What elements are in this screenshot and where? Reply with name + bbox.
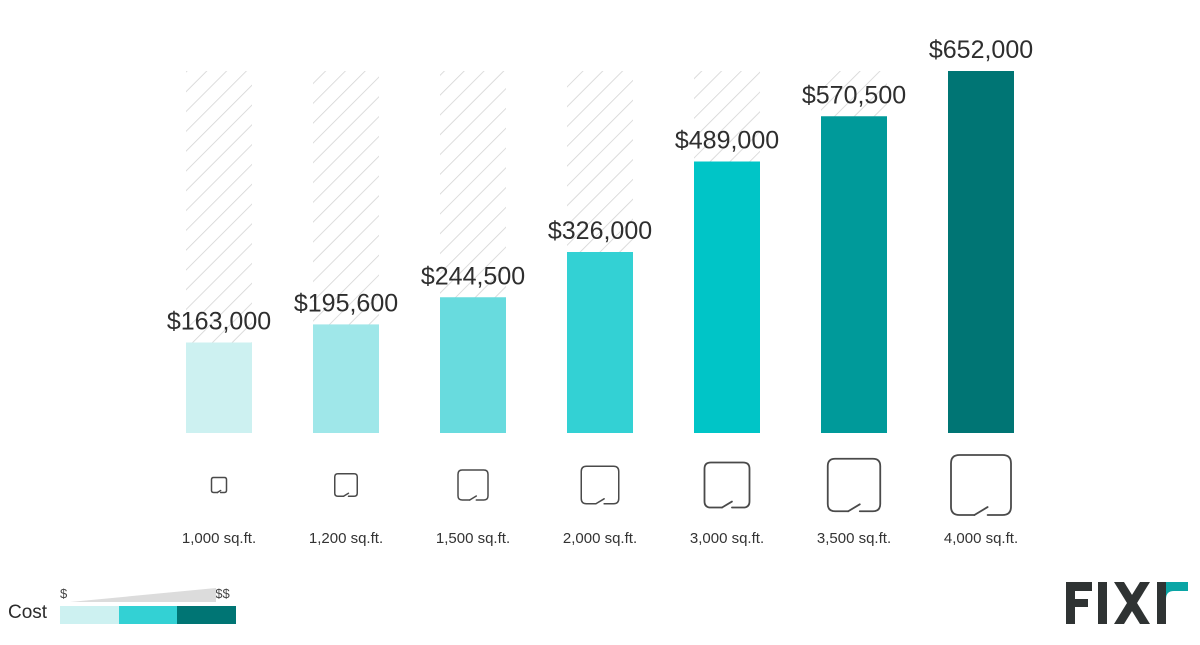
legend-swatch-mid xyxy=(118,606,178,624)
floor-plan-icon xyxy=(334,473,358,497)
bar xyxy=(313,324,379,433)
bar-value-label: $570,500 xyxy=(802,81,906,109)
legend-title: Cost xyxy=(8,602,48,623)
bar-value-label: $244,500 xyxy=(421,262,525,290)
bar-value-label: $163,000 xyxy=(167,308,271,336)
floor-plan-icon xyxy=(210,476,228,494)
category-label: 3,000 sq.ft. xyxy=(690,530,764,547)
floor-plan-icon xyxy=(826,457,882,513)
category-label: 1,500 sq.ft. xyxy=(436,530,510,547)
floor-plan-icon xyxy=(703,461,751,509)
category-label: 3,500 sq.ft. xyxy=(817,530,891,547)
category-label: 1,200 sq.ft. xyxy=(309,530,383,547)
legend-swatch-high xyxy=(177,606,237,624)
floor-plan-icon xyxy=(580,465,620,505)
bar-value-label: $489,000 xyxy=(675,127,779,155)
bar-value-label: $326,000 xyxy=(548,217,652,245)
legend-wedge xyxy=(70,588,216,602)
legend-low-label: $ xyxy=(60,586,68,601)
bar xyxy=(186,342,252,433)
bar xyxy=(694,161,760,433)
bar-value-label: $195,600 xyxy=(294,289,398,317)
legend-swatch-low xyxy=(60,606,119,624)
bar xyxy=(948,71,1014,433)
floor-plan-icon xyxy=(457,469,489,501)
bar-value-label: $652,000 xyxy=(929,36,1033,64)
bar xyxy=(567,252,633,433)
bar xyxy=(440,297,506,433)
bar xyxy=(821,116,887,433)
legend-color-scale xyxy=(60,606,237,624)
floor-plan-icon xyxy=(950,454,1012,516)
cost-legend: Cost $ $$$ xyxy=(8,586,248,630)
category-label: 2,000 sq.ft. xyxy=(563,530,637,547)
category-label: 4,000 sq.ft. xyxy=(944,530,1018,547)
fixr-logo xyxy=(1066,582,1188,624)
category-label: 1,000 sq.ft. xyxy=(182,530,256,547)
